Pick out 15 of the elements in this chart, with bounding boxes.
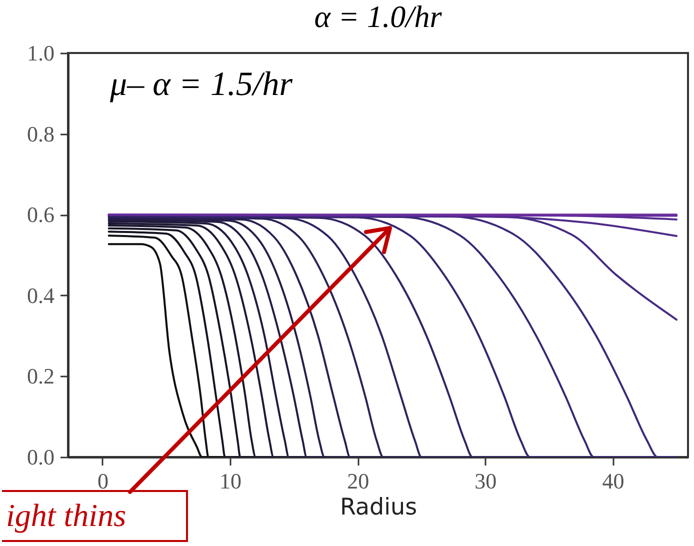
y-tick-label: 1.0 xyxy=(27,40,54,66)
y-tick-label: 0.8 xyxy=(27,121,54,146)
x-axis-title: Radius xyxy=(340,494,418,520)
x-tick-label: 30 xyxy=(474,468,497,494)
y-tick-label: 0.0 xyxy=(27,444,54,470)
annotation: μ– α = 1.5/hr xyxy=(110,66,293,104)
chart-title: α = 1.0/hr xyxy=(314,0,443,34)
y-tick-label: 0.2 xyxy=(27,364,54,389)
y-tick-label: 0.6 xyxy=(27,202,54,228)
x-tick-label: 10 xyxy=(220,468,242,494)
y-tick-label: 0.4 xyxy=(27,282,54,308)
text: ight thins xyxy=(6,497,126,533)
x-tick-label: 40 xyxy=(602,468,624,494)
x-tick-label: 0 xyxy=(97,468,108,494)
x-tick-label: 20 xyxy=(347,468,370,494)
